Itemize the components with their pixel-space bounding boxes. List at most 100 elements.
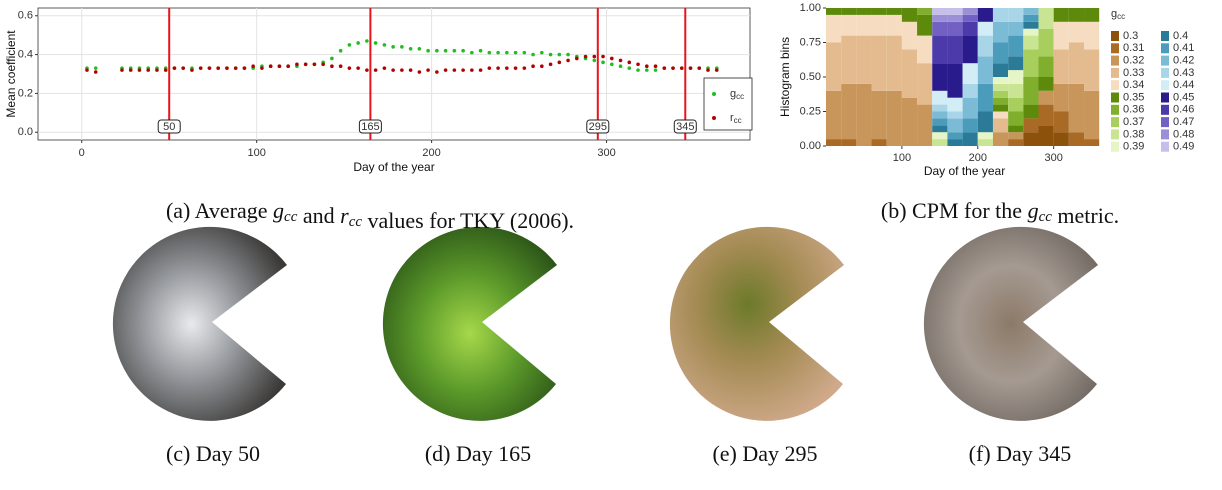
photo-caption: (e) Day 295 xyxy=(712,441,817,466)
point xyxy=(391,45,395,49)
point xyxy=(164,68,168,72)
point xyxy=(601,55,605,59)
legend-label: 0.38 xyxy=(1123,128,1144,140)
bar-segment xyxy=(932,118,947,125)
caption-sub: cc xyxy=(349,214,363,230)
point xyxy=(593,55,597,59)
point xyxy=(619,59,623,63)
bar-segment xyxy=(947,36,962,64)
bar-segment xyxy=(872,8,887,15)
point xyxy=(225,66,229,70)
point xyxy=(278,64,282,68)
bar-segment xyxy=(1054,49,1069,84)
bar-segment xyxy=(1084,139,1099,146)
bar-segment xyxy=(1038,29,1053,57)
bar-segment xyxy=(917,36,932,64)
point xyxy=(496,66,500,70)
legend-label: 0.4 xyxy=(1173,30,1188,42)
point xyxy=(400,68,404,72)
bar-segment xyxy=(963,118,978,132)
point xyxy=(479,68,483,72)
bar-segment xyxy=(963,63,978,84)
point xyxy=(540,64,544,68)
bar-segment xyxy=(1008,132,1023,139)
bar-segment xyxy=(1008,84,1023,98)
legend-swatch xyxy=(1111,68,1119,78)
bar-segment xyxy=(993,118,1008,132)
bar-segment xyxy=(993,43,1008,64)
point xyxy=(514,66,518,70)
bar-segment xyxy=(978,112,993,133)
bar-segment xyxy=(902,8,917,22)
point xyxy=(645,68,649,72)
legend-swatch xyxy=(1111,56,1119,66)
bar-segment xyxy=(1023,8,1038,15)
point xyxy=(330,64,334,68)
legend-swatch xyxy=(712,116,716,120)
photo-caption: (f) Day 345 xyxy=(969,441,1072,466)
bar-segment xyxy=(902,98,917,146)
bar-segment xyxy=(963,84,978,98)
point xyxy=(488,66,492,70)
point xyxy=(383,66,387,70)
point xyxy=(523,51,527,55)
bar-segment xyxy=(1023,77,1038,105)
point xyxy=(295,62,299,66)
legend-label: 0.42 xyxy=(1173,55,1194,67)
bar-segment xyxy=(1023,105,1038,119)
point xyxy=(470,51,474,55)
photo xyxy=(670,227,844,421)
point xyxy=(444,68,448,72)
bar-segment xyxy=(978,36,993,57)
bar-segment xyxy=(932,125,947,132)
legend-swatch xyxy=(1161,56,1169,66)
x-axis-title: Day of the year xyxy=(353,160,434,174)
bar-segment xyxy=(947,98,962,112)
point xyxy=(706,68,710,72)
legend-swatch xyxy=(1111,93,1119,103)
point xyxy=(601,61,605,65)
photo-caption: (d) Day 165 xyxy=(425,441,531,466)
bar-segment xyxy=(993,63,1008,77)
point xyxy=(584,55,588,59)
caption-sub: cc xyxy=(1039,209,1053,225)
legend-swatch xyxy=(1161,129,1169,139)
point xyxy=(216,66,220,70)
point xyxy=(208,66,212,70)
legend-box xyxy=(704,78,752,130)
bar-segment xyxy=(963,98,978,119)
bar-segment xyxy=(963,15,978,22)
legend-label: 0.45 xyxy=(1173,91,1194,103)
bar-segment xyxy=(1084,49,1099,90)
bar-segment xyxy=(947,118,962,132)
y-tick-label: 1.00 xyxy=(800,2,821,14)
y-tick-label: 0.0 xyxy=(18,126,33,138)
point xyxy=(636,68,640,72)
legend-swatch xyxy=(1111,142,1119,152)
legend-label: 0.3 xyxy=(1123,30,1138,42)
bar-segment xyxy=(993,8,1008,22)
bar-segment xyxy=(1008,98,1023,112)
y-tick-label: 0.75 xyxy=(800,36,821,48)
bar-segment xyxy=(1038,56,1053,77)
point xyxy=(461,68,465,72)
bar-segment xyxy=(1008,56,1023,70)
legend-label: 0.33 xyxy=(1123,67,1144,79)
legend-swatch xyxy=(1111,43,1119,53)
bar-segment xyxy=(932,132,947,139)
point xyxy=(339,64,343,68)
bar-segment xyxy=(1084,91,1099,139)
point xyxy=(645,64,649,68)
point xyxy=(549,53,553,57)
legend-label: 0.31 xyxy=(1123,42,1144,54)
point xyxy=(566,53,570,57)
legend-swatch xyxy=(1161,68,1169,78)
bar-segment xyxy=(1054,112,1069,133)
legend-label: 0.32 xyxy=(1123,55,1144,67)
photo-caption: (c) Day 50 xyxy=(166,441,260,466)
bar-segment xyxy=(978,132,993,139)
y-tick-label: 0.25 xyxy=(800,105,821,117)
point xyxy=(330,57,334,61)
legend-swatch xyxy=(1161,93,1169,103)
legend-swatch xyxy=(712,92,716,96)
